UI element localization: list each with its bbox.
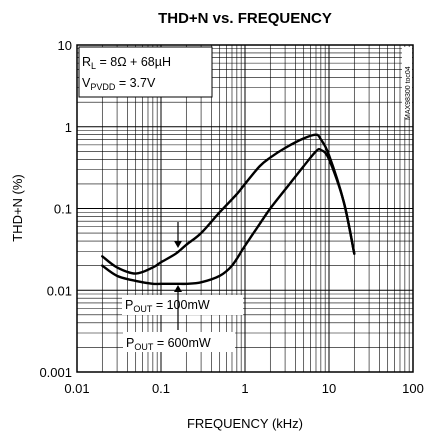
chart-title: THD+N vs. FREQUENCY [158, 10, 332, 27]
x-tick-label: 0.1 [152, 381, 170, 396]
arrow-600mw-head [174, 285, 182, 292]
grid [76, 45, 413, 373]
label-100mw-bg [122, 295, 243, 315]
y-tick-label: 1 [65, 120, 72, 135]
figure-code: MAX98300 toc04 [405, 66, 412, 120]
x-axis-label: FREQUENCY (kHz) [187, 416, 303, 431]
y-tick-label: 10 [58, 38, 72, 53]
figure-code-bg [402, 47, 412, 117]
series-line-100mw [101, 133, 356, 275]
conditions-box [78, 46, 213, 98]
y-axis-label: THD+N (%) [10, 174, 25, 242]
y-tick-label: 0.1 [54, 202, 72, 217]
x-tick-label: 1 [241, 381, 248, 396]
series-line-600mw [101, 147, 356, 286]
condition-rl: RL = 8Ω + 68µH [82, 55, 171, 71]
x-tick-label: 0.01 [64, 381, 89, 396]
y-tick-label: 0.01 [47, 283, 72, 298]
x-tick-label: 10 [322, 381, 336, 396]
label-600mw-bg [123, 332, 235, 352]
series-group [101, 133, 356, 286]
y-tick-label: 0.001 [39, 365, 72, 380]
x-tick-label: 100 [402, 381, 424, 396]
arrow-100mw-head [174, 241, 182, 248]
plot-frame [76, 44, 414, 373]
